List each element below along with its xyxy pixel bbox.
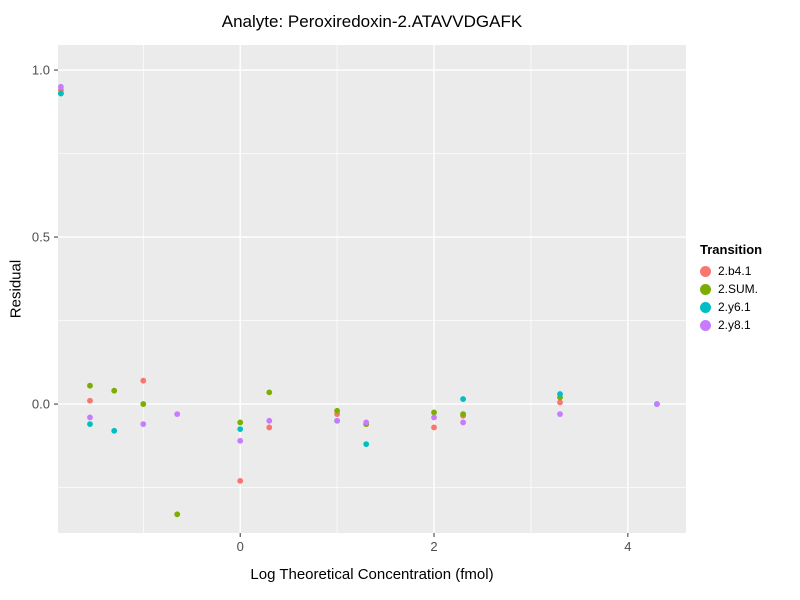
legend-items: 2.b4.1 2.SUM. 2.y6.1 2.y8.1 <box>700 262 762 334</box>
chart-title: Analyte: Peroxiredoxin-2.ATAVVDGAFK <box>221 12 523 31</box>
data-point-2.b4.1 <box>266 424 273 431</box>
legend-item-label: 2.y8.1 <box>718 318 751 332</box>
data-point-2.SUM. <box>111 387 118 394</box>
legend-item-label: 2.y6.1 <box>718 300 751 314</box>
legend-key-dot <box>700 265 711 277</box>
data-point-2.y6.1 <box>363 441 370 448</box>
legend-item: 2.SUM. <box>700 280 762 298</box>
data-point-2.b4.1 <box>140 377 147 384</box>
data-point-2.b4.1 <box>237 477 244 484</box>
y-tick-label: 0.0 <box>32 397 50 412</box>
legend-key-dot <box>700 283 711 295</box>
x-axis-label: Log Theoretical Concentration (fmol) <box>250 566 494 583</box>
legend-item: 2.y8.1 <box>700 316 762 334</box>
data-point-2.y8.1 <box>431 414 437 421</box>
data-point-2.y8.1 <box>87 414 93 421</box>
data-point-2.y6.1 <box>58 90 64 97</box>
data-point-2.b4.1 <box>557 399 563 406</box>
data-point-2.SUM. <box>174 511 181 518</box>
legend-item-label: 2.b4.1 <box>718 264 752 278</box>
data-point-2.SUM. <box>431 409 437 416</box>
data-point-2.y8.1 <box>266 417 273 424</box>
data-point-2.y8.1 <box>140 421 147 428</box>
x-tick-label: 2 <box>430 539 437 554</box>
data-point-2.y6.1 <box>460 396 466 402</box>
data-point-2.y6.1 <box>237 426 244 433</box>
legend-title: Transition <box>700 242 763 257</box>
legend-item: 2.y6.1 <box>700 298 762 316</box>
data-point-2.y6.1 <box>87 421 93 428</box>
data-point-2.b4.1 <box>87 397 93 404</box>
legend-key-dot <box>700 319 711 331</box>
y-tick-label: 1.0 <box>32 63 50 78</box>
legend-key-dot <box>700 301 711 313</box>
data-point-2.SUM. <box>460 411 466 417</box>
legend-item: 2.b4.1 <box>700 262 762 280</box>
data-point-2.y8.1 <box>557 411 563 417</box>
x-tick-label: 0 <box>237 539 244 554</box>
data-point-2.y8.1 <box>654 401 660 407</box>
y-axis-label: Residual <box>7 259 25 319</box>
data-point-2.y8.1 <box>334 417 341 424</box>
data-point-2.y8.1 <box>460 419 466 426</box>
data-point-2.SUM. <box>237 419 244 426</box>
data-point-2.y8.1 <box>174 411 181 417</box>
legend-item-label: 2.SUM. <box>718 282 759 296</box>
y-tick-label: 0.5 <box>32 230 50 245</box>
data-point-2.SUM. <box>334 407 341 414</box>
legend: Transition 2.b4.1 2.SUM. 2.y6.1 2.y8.1 <box>700 242 762 334</box>
x-tick-label: 4 <box>624 539 631 554</box>
data-point-2.y8.1 <box>237 437 244 444</box>
data-point-2.y6.1 <box>111 427 118 434</box>
data-point-2.y8.1 <box>58 83 64 90</box>
data-point-2.SUM. <box>266 389 273 396</box>
data-point-2.SUM. <box>140 401 147 407</box>
points-layer <box>58 83 660 518</box>
data-point-2.b4.1 <box>431 424 437 431</box>
data-point-2.SUM. <box>87 382 93 389</box>
data-point-2.y8.1 <box>363 419 370 426</box>
plot-panel <box>58 45 686 533</box>
data-point-2.y6.1 <box>557 391 563 397</box>
